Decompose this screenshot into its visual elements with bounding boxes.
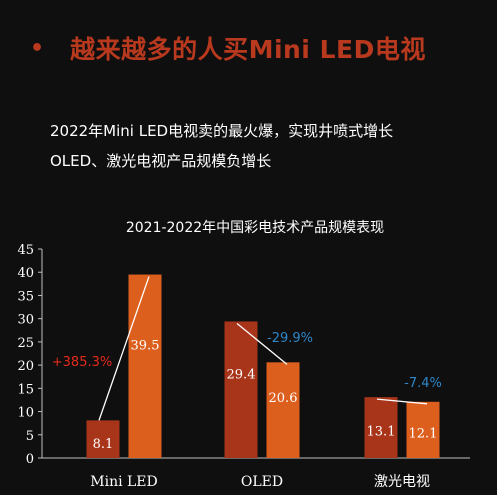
data-label: 12.1 (409, 427, 438, 442)
data-label: 39.5 (131, 338, 160, 353)
y-tick-label: 20 (17, 359, 34, 374)
x-tick-label: OLED (241, 474, 283, 490)
y-tick-label: 25 (17, 336, 34, 351)
growth-label: -29.9% (267, 331, 313, 346)
chart-title: 2021-2022年中国彩电技术产品规模表现 (126, 220, 384, 236)
data-label: 29.4 (227, 367, 256, 382)
bar (86, 420, 120, 458)
data-label: 20.6 (269, 391, 298, 406)
y-tick-label: 10 (17, 406, 34, 421)
x-tick-label: Mini LED (90, 474, 158, 490)
trend-line (376, 398, 428, 405)
y-tick-label: 35 (17, 289, 34, 304)
headline-bullet: • (30, 35, 45, 61)
y-tick-label: 15 (17, 382, 34, 397)
bar (364, 397, 398, 458)
y-tick-label: 30 (17, 313, 34, 328)
data-label: 8.1 (93, 437, 114, 452)
y-tick-label: 0 (26, 452, 34, 467)
headline: • 越来越多的人买Mini LED电视 (22, 28, 492, 68)
bar (224, 321, 258, 458)
x-tick-label: 激光电视 (374, 473, 430, 490)
trend-line (236, 322, 288, 365)
headline-text: 越来越多的人买Mini LED电视 (70, 35, 426, 64)
bar (128, 274, 162, 458)
bar (266, 362, 300, 458)
growth-label: -7.4% (404, 376, 442, 391)
y-tick-label: 40 (17, 266, 34, 281)
subtitle-line-1: 2022年Mini LED电视卖的最火爆，实现井喷式增长 (50, 122, 394, 140)
growth-label: +385.3% (52, 355, 112, 370)
y-tick-label: 45 (17, 243, 34, 258)
subtitle-line-2: OLED、激光电视产品规模负增长 (50, 152, 272, 170)
data-label: 13.1 (367, 425, 396, 440)
bar (406, 401, 440, 458)
y-tick-label: 5 (26, 429, 34, 444)
trend-line (98, 276, 150, 421)
